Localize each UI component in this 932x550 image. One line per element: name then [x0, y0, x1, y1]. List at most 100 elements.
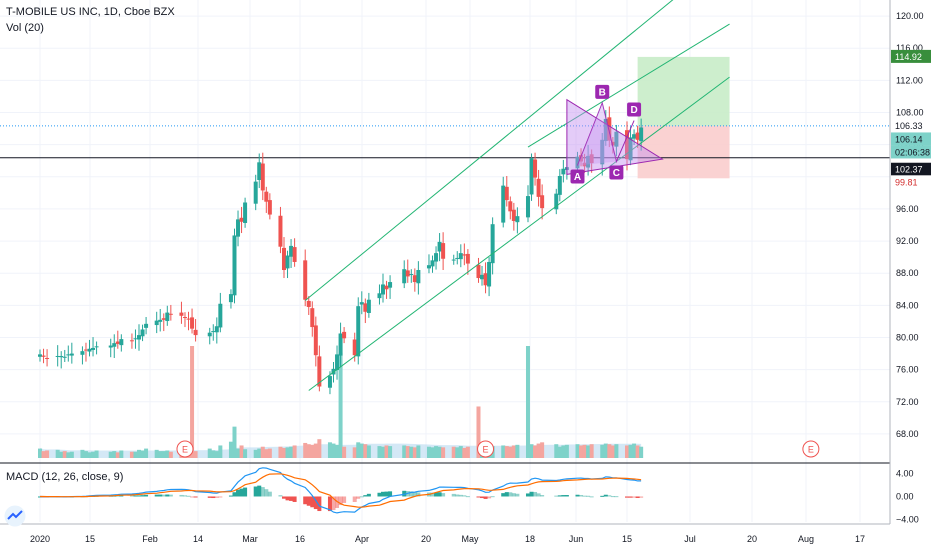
volume-bar: [285, 447, 290, 458]
macd-histogram-bar: [610, 496, 615, 498]
pattern-point-label: D: [630, 105, 637, 116]
candle-body: [416, 270, 421, 284]
volume-bar: [161, 451, 166, 458]
macd-histogram-bar: [218, 496, 223, 498]
channel-inner-line[interactable]: [527, 23, 730, 148]
candle-body: [80, 351, 85, 355]
macd-histogram-bar: [462, 495, 467, 497]
candle-body: [154, 320, 159, 326]
pattern-point-a[interactable]: A: [570, 169, 585, 184]
volume-bar: [310, 444, 315, 458]
candle-body: [607, 117, 612, 141]
price-tick-label: 68.00: [896, 429, 919, 439]
candle-body: [525, 196, 530, 218]
candle-body: [140, 329, 145, 337]
time-tick-label: Jun: [569, 534, 584, 544]
macd-histogram-bar: [137, 495, 142, 497]
macd-histogram-bar: [441, 493, 446, 497]
channel-lower-line[interactable]: [308, 76, 730, 391]
volume-bar: [115, 452, 120, 458]
volume-bar: [536, 443, 541, 458]
macd-histogram-bar: [214, 496, 219, 498]
candle-body: [214, 326, 219, 333]
macd-histogram-bar: [465, 496, 470, 498]
volume-bar: [363, 444, 368, 458]
candle-body: [133, 338, 138, 340]
candle-body: [501, 185, 506, 223]
candle-body: [232, 235, 237, 296]
candle-body: [108, 345, 113, 348]
volume-bar: [94, 450, 99, 458]
macd-histogram-bar: [335, 496, 340, 508]
volume-bar: [108, 451, 113, 458]
candle-body: [600, 139, 605, 165]
channel-upper-line[interactable]: [304, 0, 676, 301]
macd-histogram-bar: [508, 492, 513, 497]
earnings-marker-icon[interactable]: E: [477, 440, 495, 458]
earnings-marker-circle: [802, 440, 820, 458]
candle-body: [257, 162, 262, 180]
macd-tick-label: 0.00: [896, 491, 914, 501]
pattern-point-badge: [609, 165, 624, 180]
volume-bar: [133, 451, 138, 458]
abcd-pattern[interactable]: A B C D: [566, 84, 664, 184]
volume-bar: [260, 446, 265, 458]
volume-bar: [45, 450, 50, 458]
trend-channel[interactable]: [304, 0, 730, 391]
volume-bar: [366, 445, 371, 458]
abcd-path[interactable]: [577, 101, 635, 166]
candle-body: [190, 317, 195, 329]
time-tick-label: Mar: [242, 534, 258, 544]
macd-histogram-bar: [342, 496, 347, 503]
macd-histogram-bar: [536, 493, 541, 497]
volume-bar: [632, 443, 637, 458]
price-tick-label: 80.00: [896, 333, 919, 343]
profit-target-zone[interactable]: [637, 56, 730, 126]
volume-bar: [87, 452, 92, 458]
earnings-marker-text: E: [483, 445, 489, 455]
candle-body: [327, 376, 332, 388]
candle-body: [363, 303, 368, 312]
macd-histogram-bar: [540, 495, 545, 497]
candle-body: [504, 186, 509, 201]
volume-bar: [119, 450, 124, 458]
macd-histogram-bar: [243, 487, 248, 497]
volume-bar: [579, 445, 584, 458]
candle-body: [451, 259, 456, 261]
macd-histogram-bar: [264, 489, 269, 497]
tradingview-logo-icon[interactable]: [4, 505, 26, 527]
macd-histogram-bar: [278, 495, 283, 497]
symbol-legend[interactable]: T-MOBILE US INC, 1D, Cboe BZX: [6, 6, 175, 18]
last-price-tag: 106.14: [891, 132, 931, 146]
pattern-point-c[interactable]: C: [609, 165, 624, 180]
macd-histogram-bar: [402, 490, 407, 497]
candle-body: [182, 317, 187, 319]
earnings-marker-icon[interactable]: E: [802, 440, 820, 458]
volume-bar: [508, 446, 513, 458]
volume-legend[interactable]: Vol (20): [6, 22, 44, 34]
price-tick-label: 120.00: [896, 11, 924, 21]
macd-histogram-bar: [133, 495, 138, 497]
time-tick-label: 15: [622, 534, 632, 544]
macd-histogram-bar: [168, 494, 173, 497]
earnings-marker-icon[interactable]: E: [176, 440, 194, 458]
macd-histogram-bar: [267, 491, 272, 497]
volume-bar: [214, 451, 219, 458]
macd-histogram-bar: [501, 493, 506, 497]
macd-line: [39, 467, 642, 514]
macd-histogram-bar: [306, 496, 311, 506]
macd-histogram-bar: [554, 495, 559, 497]
candle-body: [165, 312, 170, 322]
target-price-tag-text: 114.92: [895, 52, 922, 62]
macd-histogram-bar: [182, 495, 187, 497]
candle-body: [402, 269, 407, 284]
pattern-point-d[interactable]: D: [627, 102, 642, 117]
volume-bar: [405, 446, 410, 458]
macd-legend[interactable]: MACD (12, 26, close, 9): [6, 471, 124, 483]
candle-body: [228, 294, 233, 303]
volume-bar: [243, 449, 248, 458]
macd-histogram-bar: [480, 496, 485, 499]
pattern-point-b[interactable]: B: [595, 84, 610, 99]
